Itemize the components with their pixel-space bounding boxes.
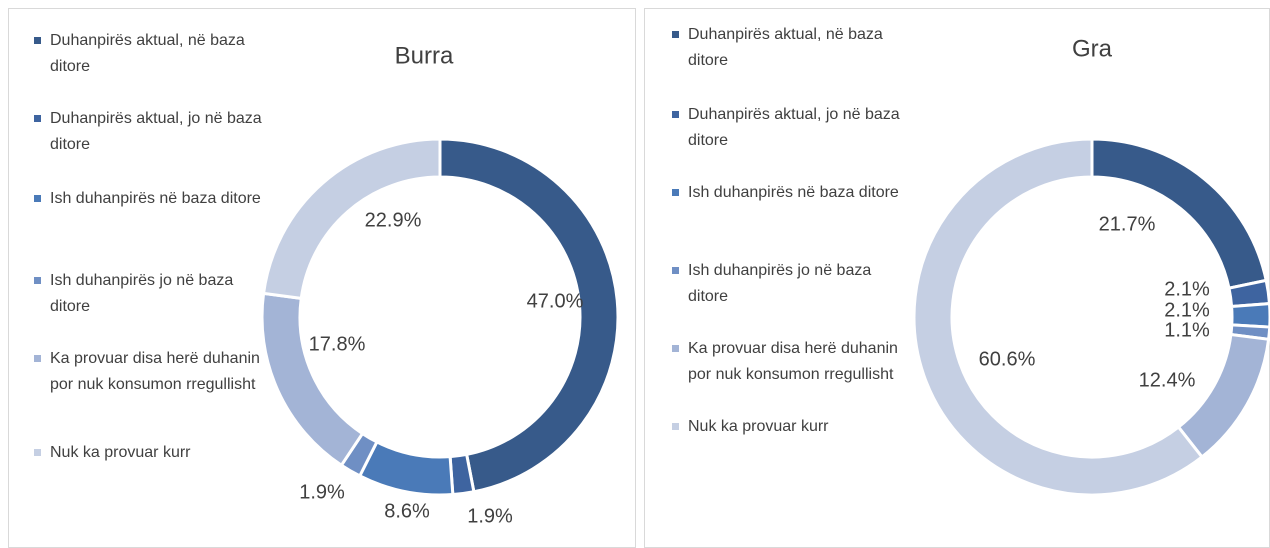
data-label: 17.8% xyxy=(309,333,366,355)
donut-segment xyxy=(1229,302,1270,329)
data-label: 2.1% xyxy=(1164,278,1210,300)
legend-marker xyxy=(34,195,41,202)
data-label: 1.9% xyxy=(467,505,513,527)
legend-item: Duhanpirës aktual, në baza ditore xyxy=(34,28,275,80)
legend-item: Ish duhanpirës jo në baza ditore xyxy=(672,258,913,310)
donut-segment xyxy=(438,137,620,494)
legend-label: Nuk ka provuar kurr xyxy=(688,418,829,435)
legend-item: Ish duhanpirës jo në baza ditore xyxy=(34,268,275,320)
legend-item: Duhanpirës aktual, jo në baza ditore xyxy=(672,102,913,154)
legend-marker xyxy=(34,37,41,44)
legend-item: Ka provuar disa herë duhanin por nuk kon… xyxy=(34,346,275,398)
legend-marker xyxy=(34,277,41,284)
legend-item: Nuk ka provuar kurr xyxy=(672,414,913,440)
legend-marker xyxy=(672,31,679,38)
chart-title: Burra xyxy=(395,42,454,69)
legend-label: Duhanpirës aktual, në baza ditore xyxy=(688,26,883,69)
legend-label: Ish duhanpirës jo në baza ditore xyxy=(688,262,872,305)
data-label: 12.4% xyxy=(1139,369,1196,391)
legend-marker xyxy=(34,115,41,122)
donut-segment xyxy=(912,137,1205,497)
legend-marker xyxy=(672,111,679,118)
legend-label: Duhanpirës aktual, jo në baza ditore xyxy=(50,110,262,153)
legend-marker xyxy=(672,189,679,196)
legend-label: Ka provuar disa herë duhanin por nuk kon… xyxy=(50,350,260,393)
legend-marker xyxy=(672,267,679,274)
legend-item: Nuk ka provuar kurr xyxy=(34,440,275,466)
data-label: 1.9% xyxy=(299,481,345,503)
data-label: 1.1% xyxy=(1164,319,1210,341)
legend-label: Duhanpirës aktual, në baza ditore xyxy=(50,32,245,75)
data-label: 60.6% xyxy=(979,348,1036,370)
legend-label: Ish duhanpirës në baza ditore xyxy=(688,184,899,201)
legend-label: Ka provuar disa herë duhanin por nuk kon… xyxy=(688,340,898,383)
legend-marker xyxy=(672,423,679,430)
donut-segment xyxy=(1176,332,1270,460)
data-label: 22.9% xyxy=(365,209,422,231)
legend-label: Ish duhanpirës në baza ditore xyxy=(50,190,261,207)
data-label: 21.7% xyxy=(1099,213,1156,235)
data-label: 8.6% xyxy=(384,500,430,522)
legend-item: Duhanpirës aktual, në baza ditore xyxy=(672,22,913,74)
legend-item: Ka provuar disa herë duhanin por nuk kon… xyxy=(672,336,913,388)
legend-marker xyxy=(34,449,41,456)
legend-label: Nuk ka provuar kurr xyxy=(50,444,191,461)
data-label: 47.0% xyxy=(527,290,584,312)
legend-item: Ish duhanpirës në baza ditore xyxy=(34,186,275,212)
data-label: 2.1% xyxy=(1164,299,1210,321)
chart-title: Gra xyxy=(1072,35,1113,62)
legend-label: Ish duhanpirës jo në baza ditore xyxy=(50,272,234,315)
legend-item: Ish duhanpirës në baza ditore xyxy=(672,180,913,206)
donut-segment xyxy=(261,137,442,301)
legend-label: Duhanpirës aktual, jo në baza ditore xyxy=(688,106,900,149)
donut-segment xyxy=(260,291,365,468)
legend-item: Duhanpirës aktual, jo në baza ditore xyxy=(34,106,275,158)
legend-marker xyxy=(34,355,41,362)
legend-marker xyxy=(672,345,679,352)
